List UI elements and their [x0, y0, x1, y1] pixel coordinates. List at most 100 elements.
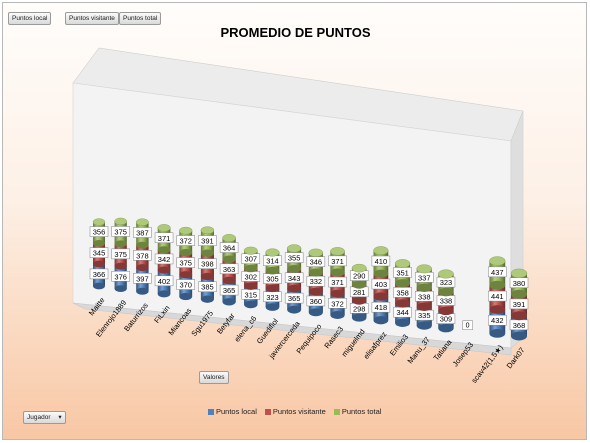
legend-label-total: Puntos total [341, 407, 382, 416]
data-label: 402 [158, 277, 171, 286]
bar-bottom-total [511, 289, 527, 299]
bar-bottom-total [244, 264, 258, 273]
data-label: 391 [513, 300, 526, 309]
data-label-bg [198, 258, 217, 269]
jugador-label: Jugador [27, 414, 51, 421]
data-label-bg [328, 298, 347, 309]
data-label: 372 [179, 237, 192, 246]
bar-top-cap [373, 246, 389, 255]
bar-bottom-local [200, 295, 214, 303]
jugador-filter-button[interactable]: Jugador ▾ [23, 411, 66, 424]
floor [72, 302, 512, 356]
data-label-bg [219, 284, 239, 296]
data-label: 371 [331, 278, 344, 287]
data-label-bg [284, 292, 304, 304]
bar-bottom-visitante [265, 284, 280, 293]
bar-bottom-total [265, 266, 280, 275]
data-label-bg [488, 314, 507, 326]
data-label: 335 [418, 311, 431, 320]
bar-bottom-total [489, 280, 506, 290]
bar-bottom-visitante [244, 282, 258, 290]
bar-bottom-total [136, 241, 149, 249]
bar-top-cap [179, 226, 193, 235]
data-label: 366 [93, 270, 106, 279]
legend-label-visitante: Puntos visitante [272, 407, 326, 416]
bar-bottom-total [200, 249, 214, 257]
chart-legend: Puntos local Puntos visitante Puntos tot… [208, 407, 381, 416]
bar-bottom-visitante [287, 284, 302, 293]
bar-bottom-local [265, 303, 280, 311]
data-label: 371 [331, 257, 344, 266]
data-label-bg [371, 278, 391, 290]
data-label: 355 [288, 254, 301, 263]
data-label: 391 [201, 237, 214, 246]
bar-bottom-local [438, 323, 454, 333]
data-label-bg [509, 298, 529, 310]
data-label: 368 [513, 321, 526, 330]
data-label: 365 [223, 286, 236, 295]
data-label: 371 [158, 234, 171, 243]
bar-bottom-total [114, 240, 127, 248]
bar-bottom-local [511, 331, 527, 341]
bar-top-cap [265, 248, 280, 257]
valores-button[interactable]: Valores [199, 371, 229, 384]
data-label-bg [133, 273, 152, 284]
bar-bottom-total [395, 279, 411, 288]
bar-bottom-visitante [373, 292, 389, 301]
data-label: 375 [114, 250, 127, 259]
bar-bottom-visitante [136, 264, 149, 272]
data-label-bg [198, 235, 217, 246]
data-label: 343 [288, 274, 301, 283]
legend-swatch-total [333, 408, 340, 415]
data-label: 338 [418, 292, 431, 301]
data-label: 397 [136, 274, 149, 283]
legend-label-local: Puntos local [216, 407, 257, 416]
data-label: 290 [353, 272, 366, 281]
bar-top-cap [510, 268, 528, 279]
data-label-bg [328, 276, 347, 288]
data-label-bg [89, 247, 109, 258]
data-label: 307 [245, 255, 258, 264]
data-label-bg [306, 295, 326, 307]
bar-bottom-total [351, 280, 367, 289]
bar-bottom-visitante [93, 260, 105, 268]
bar-top-cap [135, 218, 149, 226]
bar-bottom-visitante [157, 266, 171, 274]
bar-top-cap [351, 263, 367, 273]
data-label: 314 [266, 257, 279, 266]
bar-bottom-local [308, 308, 323, 317]
bar-top-cap [330, 247, 345, 256]
data-label: 364 [223, 244, 236, 253]
bar-bottom-local [395, 318, 411, 328]
data-label: 380 [513, 279, 526, 288]
bar-bottom-local [136, 287, 149, 295]
legend-item-total: Puntos total [333, 407, 382, 416]
data-label: 376 [114, 272, 127, 281]
data-label-bg [219, 263, 239, 275]
data-label: 375 [114, 227, 127, 236]
data-label-bg [371, 301, 391, 313]
data-label-bg [154, 232, 174, 244]
filter-button-puntos-visitante[interactable]: Puntos visitante [65, 12, 119, 25]
data-label: 363 [223, 265, 236, 274]
bar-bottom-local [416, 321, 432, 330]
data-label: 365 [288, 294, 301, 303]
bar-bottom-visitante [114, 262, 127, 270]
data-label: 323 [440, 278, 453, 287]
bar-bottom-local [93, 282, 105, 290]
data-label: 0 [466, 323, 470, 330]
data-label-bg [89, 226, 109, 237]
data-label-bg [133, 250, 152, 261]
data-label-bg [111, 226, 130, 237]
filter-button-puntos-local[interactable]: Puntos local [8, 12, 52, 25]
bar-bottom-local [222, 298, 236, 306]
bar-bottom-local [244, 300, 258, 309]
data-label: 342 [158, 255, 171, 264]
filter-button-puntos-total[interactable]: Puntos total [119, 12, 162, 25]
data-label: 281 [353, 288, 366, 297]
data-label: 360 [310, 297, 323, 306]
data-label: 385 [201, 283, 214, 292]
data-label: 315 [245, 290, 258, 299]
bar-top-cap [489, 256, 506, 266]
